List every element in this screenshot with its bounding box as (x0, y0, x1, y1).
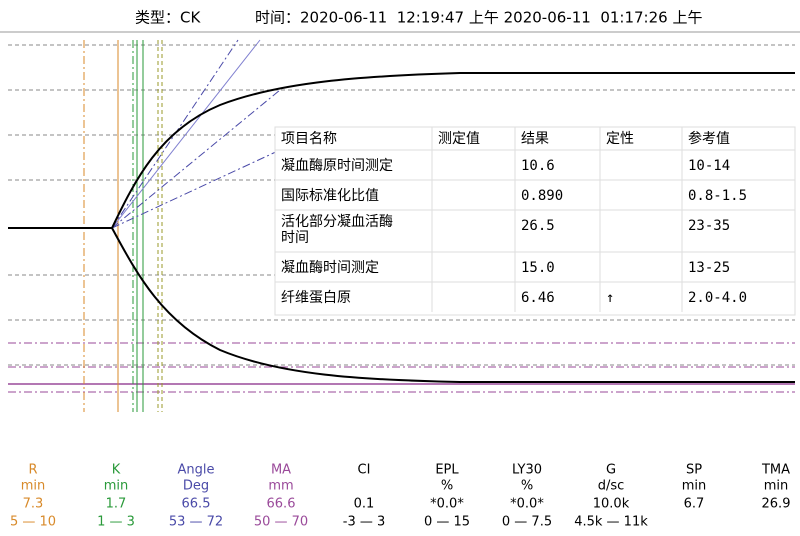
param-value: 10.0k (593, 497, 630, 512)
cell-reference: 23-35 (688, 218, 730, 234)
param-name: K (112, 463, 121, 478)
param-range: 53 — 72 (169, 515, 223, 530)
column-header: 项目名称 (281, 131, 337, 147)
param-value: 1.7 (106, 497, 127, 512)
teg-trace (8, 72, 795, 383)
param-unit: Deg (183, 479, 209, 494)
param-value: *0.0* (430, 497, 464, 512)
param-name: EPL (435, 463, 459, 478)
cell-result: 6.46 (521, 290, 555, 306)
param-unit: min (682, 479, 707, 494)
param-unit: % (521, 479, 533, 494)
cell-name: 国际标准化比值 (281, 188, 379, 204)
param-range: 1 — 3 (97, 515, 135, 530)
param-range: 5 — 10 (10, 515, 56, 530)
type-label: 类型：CK (135, 9, 201, 27)
param-range: 0 — 15 (424, 515, 470, 530)
param-value: 66.5 (182, 497, 211, 512)
param-name: Angle (178, 463, 215, 478)
marker-lines (83, 40, 163, 412)
cell-name: 凝血酶时间测定 (281, 260, 379, 276)
param-unit: mm (268, 479, 293, 494)
cell-result: 10.6 (521, 158, 555, 174)
param-name: CI (358, 463, 371, 478)
cell-reference: 10-14 (688, 158, 730, 174)
param-range: 50 — 70 (254, 515, 308, 530)
cell-result: 26.5 (521, 218, 555, 234)
param-unit: % (441, 479, 453, 494)
param-range: 0 — 7.5 (502, 515, 552, 530)
param-name: LY30 (512, 463, 542, 478)
cell-flag: ↑ (606, 290, 614, 306)
param-value: 7.3 (23, 497, 44, 512)
cell-result: 0.890 (521, 188, 563, 204)
column-header: 参考值 (688, 130, 730, 147)
param-unit: min (764, 479, 789, 494)
param-name: G (606, 463, 616, 478)
param-value: 26.9 (762, 497, 791, 512)
param-unit: min (104, 479, 129, 494)
param-name: SP (686, 463, 702, 478)
time-label: 时间：2020-06-11 12:19:47 上午 2020-06-11 01:… (255, 9, 702, 27)
param-name: TMA (761, 463, 790, 478)
param-range: -3 — 3 (343, 515, 386, 530)
param-unit: min (21, 479, 46, 494)
column-header: 结果 (521, 131, 549, 147)
cell-reference: 13-25 (688, 260, 730, 276)
param-value: *0.0* (510, 497, 544, 512)
cell-name: 凝血酶原时间测定 (281, 158, 393, 174)
param-name: MA (271, 463, 291, 478)
param-unit: d/sc (598, 479, 625, 494)
cell-name: 纤维蛋白原 (281, 290, 351, 306)
cell-reference: 2.0-4.0 (688, 290, 747, 306)
cell-reference: 0.8-1.5 (688, 188, 747, 204)
param-range: 4.5k — 11k (574, 515, 648, 530)
column-header: 定性 (606, 131, 634, 147)
column-header: 测定值 (438, 131, 480, 147)
param-value: 6.7 (684, 497, 705, 512)
param-value: 0.1 (354, 497, 375, 512)
cell-result: 15.0 (521, 260, 555, 276)
param-value: 66.6 (267, 497, 296, 512)
param-name: R (28, 463, 37, 478)
cell-name: 活化部分凝血活酶时间 (281, 214, 393, 246)
